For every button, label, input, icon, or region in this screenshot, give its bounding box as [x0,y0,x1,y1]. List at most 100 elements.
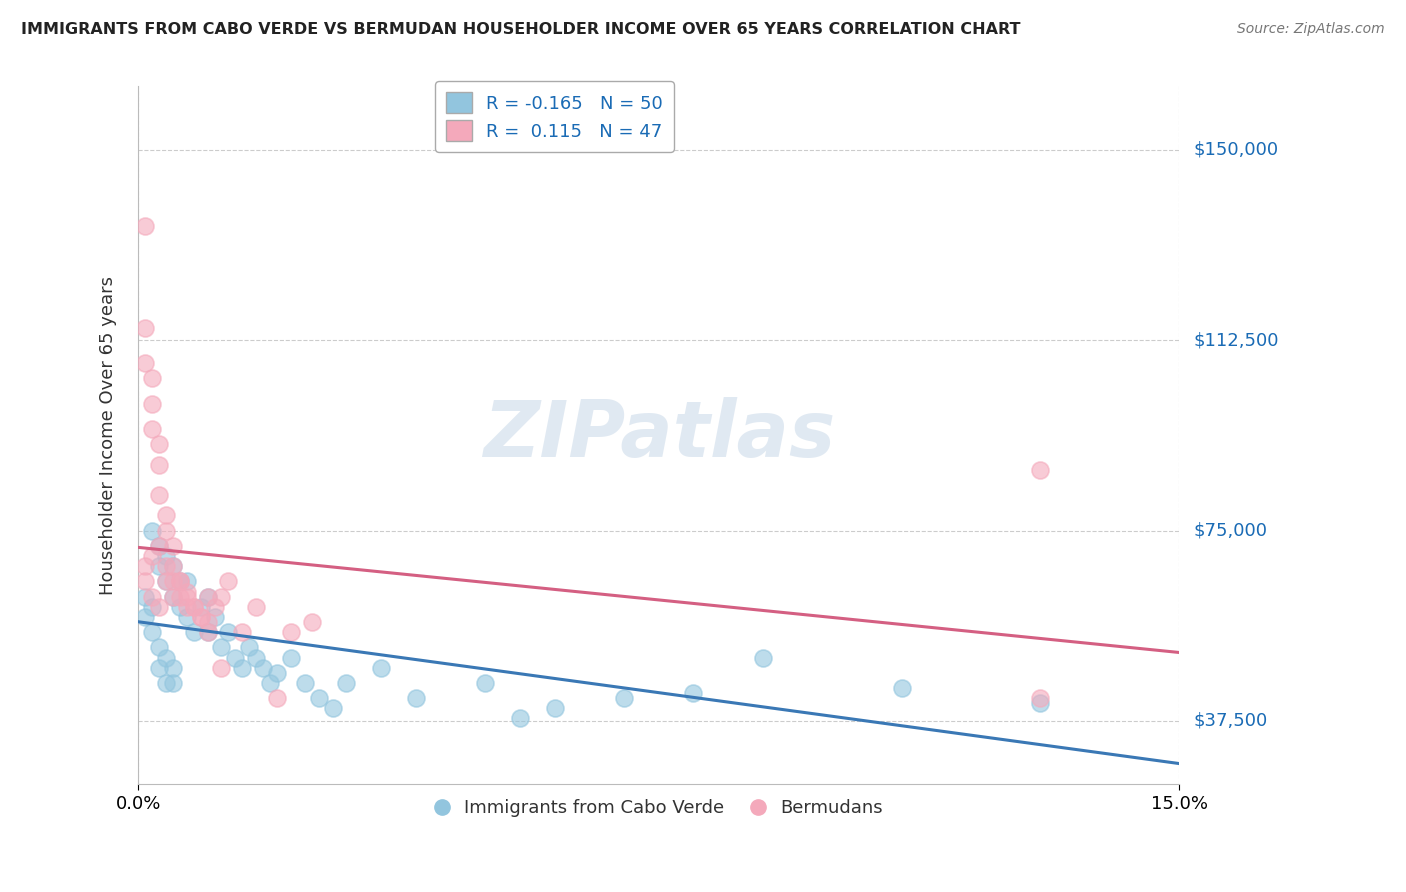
Point [682,686,704,700]
Point [148,539,170,553]
Point [148,488,170,502]
Point [266,665,288,680]
Point [204,599,226,614]
Point [266,691,288,706]
Point [259,676,281,690]
Point [238,640,260,655]
Point [169,590,191,604]
Point [197,590,219,604]
Legend: Immigrants from Cabo Verde, Bermudans: Immigrants from Cabo Verde, Bermudans [427,792,890,824]
Point [155,508,177,523]
Point [245,599,267,614]
Point [162,559,184,574]
Point [155,574,177,589]
Point [169,574,191,589]
Point [148,458,170,472]
Point [134,219,156,233]
Point [231,660,253,674]
Point [155,559,177,574]
Text: $112,500: $112,500 [1194,331,1278,349]
Point [141,397,163,411]
Point [148,559,170,574]
Point [141,524,163,538]
Point [141,549,163,563]
Point [1029,463,1052,477]
Point [141,599,163,614]
Point [211,640,233,655]
Point [321,701,343,715]
Point [197,625,219,640]
Point [217,625,239,640]
Point [224,650,246,665]
Point [155,524,177,538]
Point [197,625,219,640]
Point [176,574,198,589]
Point [1029,696,1052,710]
Point [252,660,274,674]
Point [134,320,156,334]
Y-axis label: Householder Income Over 65 years: Householder Income Over 65 years [100,276,117,595]
Point [134,610,156,624]
Point [134,356,156,370]
Point [280,650,302,665]
Point [245,650,267,665]
Point [890,681,912,695]
Point [169,599,191,614]
Point [752,650,775,665]
Point [370,660,392,674]
Point [197,615,219,629]
Point [190,610,212,624]
Point [148,539,170,553]
Point [169,574,191,589]
Point [183,599,205,614]
Point [217,574,239,589]
Point [176,590,198,604]
Text: $75,000: $75,000 [1194,522,1267,540]
Text: Source: ZipAtlas.com: Source: ZipAtlas.com [1237,22,1385,37]
Point [155,549,177,563]
Point [141,590,163,604]
Point [141,422,163,436]
Point [308,691,330,706]
Point [183,625,205,640]
Point [162,539,184,553]
Point [176,599,198,614]
Text: $37,500: $37,500 [1194,712,1267,730]
Point [162,590,184,604]
Point [190,599,212,614]
Point [280,625,302,640]
Point [162,559,184,574]
Point [543,701,565,715]
Point [141,625,163,640]
Point [197,590,219,604]
Point [155,676,177,690]
Point [211,590,233,604]
Point [141,371,163,385]
Point [294,676,316,690]
Text: ZIPatlas: ZIPatlas [482,398,835,474]
Point [155,574,177,589]
Point [190,610,212,624]
Point [155,650,177,665]
Point [134,559,156,574]
Point [162,660,184,674]
Point [176,584,198,599]
Point [204,610,226,624]
Point [1029,691,1052,706]
Point [211,660,233,674]
Point [231,625,253,640]
Point [405,691,427,706]
Text: $150,000: $150,000 [1194,141,1278,159]
Point [169,574,191,589]
Point [148,599,170,614]
Point [162,676,184,690]
Point [148,660,170,674]
Point [148,640,170,655]
Point [162,574,184,589]
Point [474,676,496,690]
Point [134,574,156,589]
Point [335,676,357,690]
Point [183,599,205,614]
Point [148,437,170,451]
Point [509,711,531,725]
